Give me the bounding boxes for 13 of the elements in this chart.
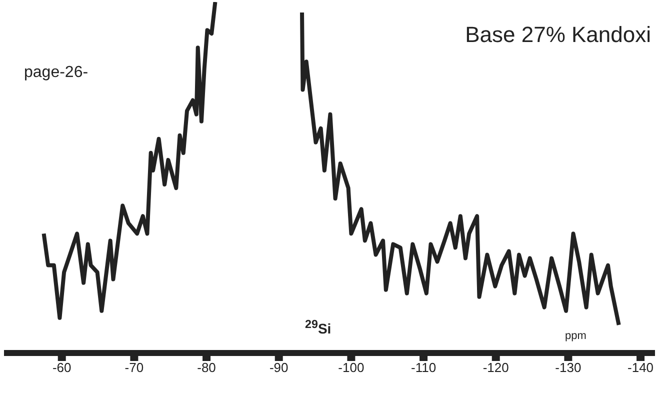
annotation: $^{29}$Si [305,318,332,337]
x-tick-label: -120 [482,360,509,376]
x-tick-label: -90 [269,360,288,376]
x-tick-label: -140 [628,360,654,376]
x-tick-label: -100 [338,360,364,376]
x-axis-title: ppm [565,330,586,342]
x-tick-label: -130 [555,360,582,376]
x-tick-label: -80 [197,360,216,376]
text: Base 27% Kandoxi [465,22,651,48]
x-tick-label: -110 [411,360,436,376]
x-tick-label: -70 [124,360,144,376]
annotation: page-26- [24,64,88,82]
x-tick-label: -60 [52,360,72,376]
